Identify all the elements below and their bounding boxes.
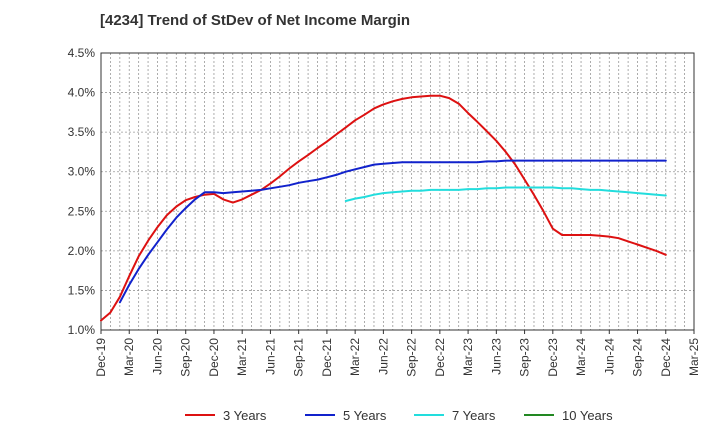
x-tick-label: Dec-22 <box>433 338 447 377</box>
chart-title: [4234] Trend of StDev of Net Income Marg… <box>100 12 411 29</box>
x-tick-label: Sep-21 <box>292 338 306 377</box>
x-tick-label: Mar-24 <box>574 338 588 376</box>
axes: 1.0% 1.5% 2.0% 2.5% 3.0% 3.5% 4.0% 4.5% Dec-19 Ma… <box>68 46 701 377</box>
x-tick-label: Sep-20 <box>179 338 193 377</box>
y-tick-label: 1.0% <box>68 323 96 337</box>
x-tick-label: Sep-23 <box>518 338 532 377</box>
x-tick-label: Mar-22 <box>348 338 362 376</box>
legend-label: 3 Years <box>223 408 267 423</box>
legend-label: 7 Years <box>452 408 496 423</box>
series-line-5-years <box>118 159 667 304</box>
series-line-3-years <box>100 94 667 322</box>
legend: 3 Years 5 Years 7 Years 10 Years <box>185 408 613 423</box>
x-tick-label: Mar-23 <box>461 338 475 376</box>
series-line-7-years <box>344 186 667 202</box>
x-tick-label: Mar-25 <box>687 338 701 376</box>
legend-label: 10 Years <box>562 408 613 423</box>
series-lines <box>100 94 667 322</box>
x-tick-label: Dec-20 <box>207 338 221 377</box>
x-tick-label: Jun-22 <box>376 338 390 375</box>
x-tick-label: Mar-20 <box>122 338 136 376</box>
y-tick-label: 1.5% <box>68 283 96 297</box>
y-tick-label: 2.0% <box>68 244 96 258</box>
y-tick-label: 2.5% <box>68 204 96 218</box>
x-tick-label: Jun-21 <box>263 338 277 375</box>
y-tick-label: 4.5% <box>68 46 96 60</box>
x-tick-label: Mar-21 <box>235 338 249 376</box>
x-tick-label: Sep-24 <box>631 338 645 377</box>
x-tick-label: Dec-23 <box>546 338 560 377</box>
x-tick-label: Jun-23 <box>489 338 503 375</box>
legend-label: 5 Years <box>343 408 387 423</box>
x-tick-label: Jun-20 <box>150 338 164 375</box>
x-tick-label: Dec-21 <box>320 338 334 377</box>
y-tick-label: 3.5% <box>68 125 96 139</box>
x-tick-label: Dec-24 <box>659 338 673 377</box>
y-tick-label: 4.0% <box>68 86 96 100</box>
plot-frame <box>100 52 695 331</box>
y-tick-label: 3.0% <box>68 165 96 179</box>
x-tick-label: Dec-19 <box>94 338 108 377</box>
x-tick-label: Jun-24 <box>602 338 616 375</box>
x-tick-label: Sep-22 <box>405 338 419 377</box>
